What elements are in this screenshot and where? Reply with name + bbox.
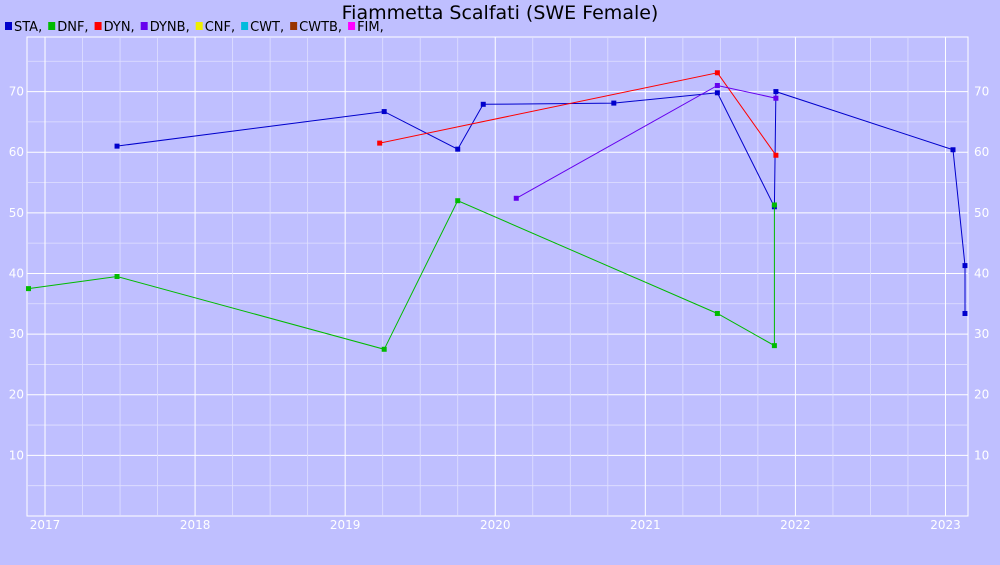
legend-label: DYNB, — [150, 20, 190, 35]
data-point — [950, 147, 956, 153]
y-tick-label-left: 20 — [9, 388, 24, 402]
data-point — [714, 70, 720, 76]
y-tick-label-right: 60 — [974, 145, 989, 159]
data-point — [480, 101, 486, 107]
x-tick-label: 2017 — [30, 518, 61, 532]
x-tick-label: 2018 — [180, 518, 211, 532]
legend-label: DYN, — [104, 20, 135, 35]
legend-swatch — [48, 22, 56, 30]
data-point — [513, 195, 519, 201]
y-tick-label-right: 10 — [974, 448, 989, 462]
grid — [27, 37, 968, 516]
data-point — [381, 346, 387, 352]
legend-item: DNF, — [48, 20, 89, 35]
y-tick-label-left: 70 — [9, 85, 24, 99]
data-point — [773, 89, 779, 95]
legend-item: DYNB, — [140, 20, 190, 35]
x-tick-label: 2021 — [630, 518, 661, 532]
data-point — [114, 143, 120, 149]
chart-title: Fiammetta Scalfati (SWE Female) — [342, 2, 659, 24]
y-tick-label-left: 30 — [9, 327, 24, 341]
data-point — [455, 146, 461, 152]
data-point — [26, 286, 32, 292]
legend-label: CWTB, — [299, 20, 342, 35]
legend-swatch — [290, 22, 298, 30]
data-point — [377, 140, 383, 146]
legend-label: FIM, — [357, 20, 384, 35]
data-point — [381, 109, 387, 115]
legend-swatch — [195, 22, 203, 30]
data-point — [962, 310, 968, 316]
legend-item: CWTB, — [290, 20, 342, 35]
data-point — [771, 343, 777, 349]
legend-swatch — [140, 22, 148, 30]
series-layer — [26, 70, 968, 352]
y-tick-label-right: 40 — [974, 266, 989, 280]
plot-area — [26, 36, 969, 517]
y-tick-label-right: 50 — [974, 206, 989, 220]
data-point — [455, 198, 461, 204]
data-point — [714, 90, 720, 96]
legend-label: CWT, — [250, 20, 284, 35]
legend: STA, DNF, DYN, DYNB, CNF, CWT, CWTB, FIM, — [5, 20, 384, 35]
data-point — [773, 95, 779, 101]
y-tick-label-right: 20 — [974, 388, 989, 402]
legend-label: STA, — [14, 20, 42, 35]
legend-swatch — [241, 22, 249, 30]
x-tick-label: 2022 — [780, 518, 811, 532]
series-dynb — [513, 83, 779, 201]
y-tick-label-left: 10 — [9, 448, 24, 462]
y-tick-label-left: 50 — [9, 206, 24, 220]
legend-swatch — [348, 22, 356, 30]
legend-item: CWT, — [241, 20, 284, 35]
y-tick-label-right: 30 — [974, 327, 989, 341]
legend-item: DYN, — [94, 20, 135, 35]
legend-label: CNF, — [205, 20, 235, 35]
legend-swatch — [5, 22, 12, 30]
legend-item: FIM, — [348, 20, 384, 35]
data-point — [962, 263, 968, 269]
data-point — [771, 202, 777, 208]
x-tick-label: 2023 — [930, 518, 961, 532]
x-tick-label: 2019 — [330, 518, 361, 532]
data-point — [114, 274, 120, 279]
y-tick-label-left: 40 — [9, 266, 24, 280]
legend-label: DNF, — [57, 20, 88, 35]
data-point — [714, 83, 720, 89]
series-dnf — [26, 198, 777, 352]
data-point — [714, 310, 720, 316]
legend-item: STA, — [5, 20, 42, 35]
x-tick-label: 2020 — [480, 518, 511, 532]
y-tick-label-right: 70 — [974, 85, 989, 99]
legend-item: CNF, — [195, 20, 235, 35]
series-dyn — [377, 70, 779, 158]
data-point — [773, 152, 779, 158]
legend-swatch — [94, 22, 102, 30]
y-tick-label-left: 60 — [9, 145, 24, 159]
data-point — [611, 100, 617, 106]
